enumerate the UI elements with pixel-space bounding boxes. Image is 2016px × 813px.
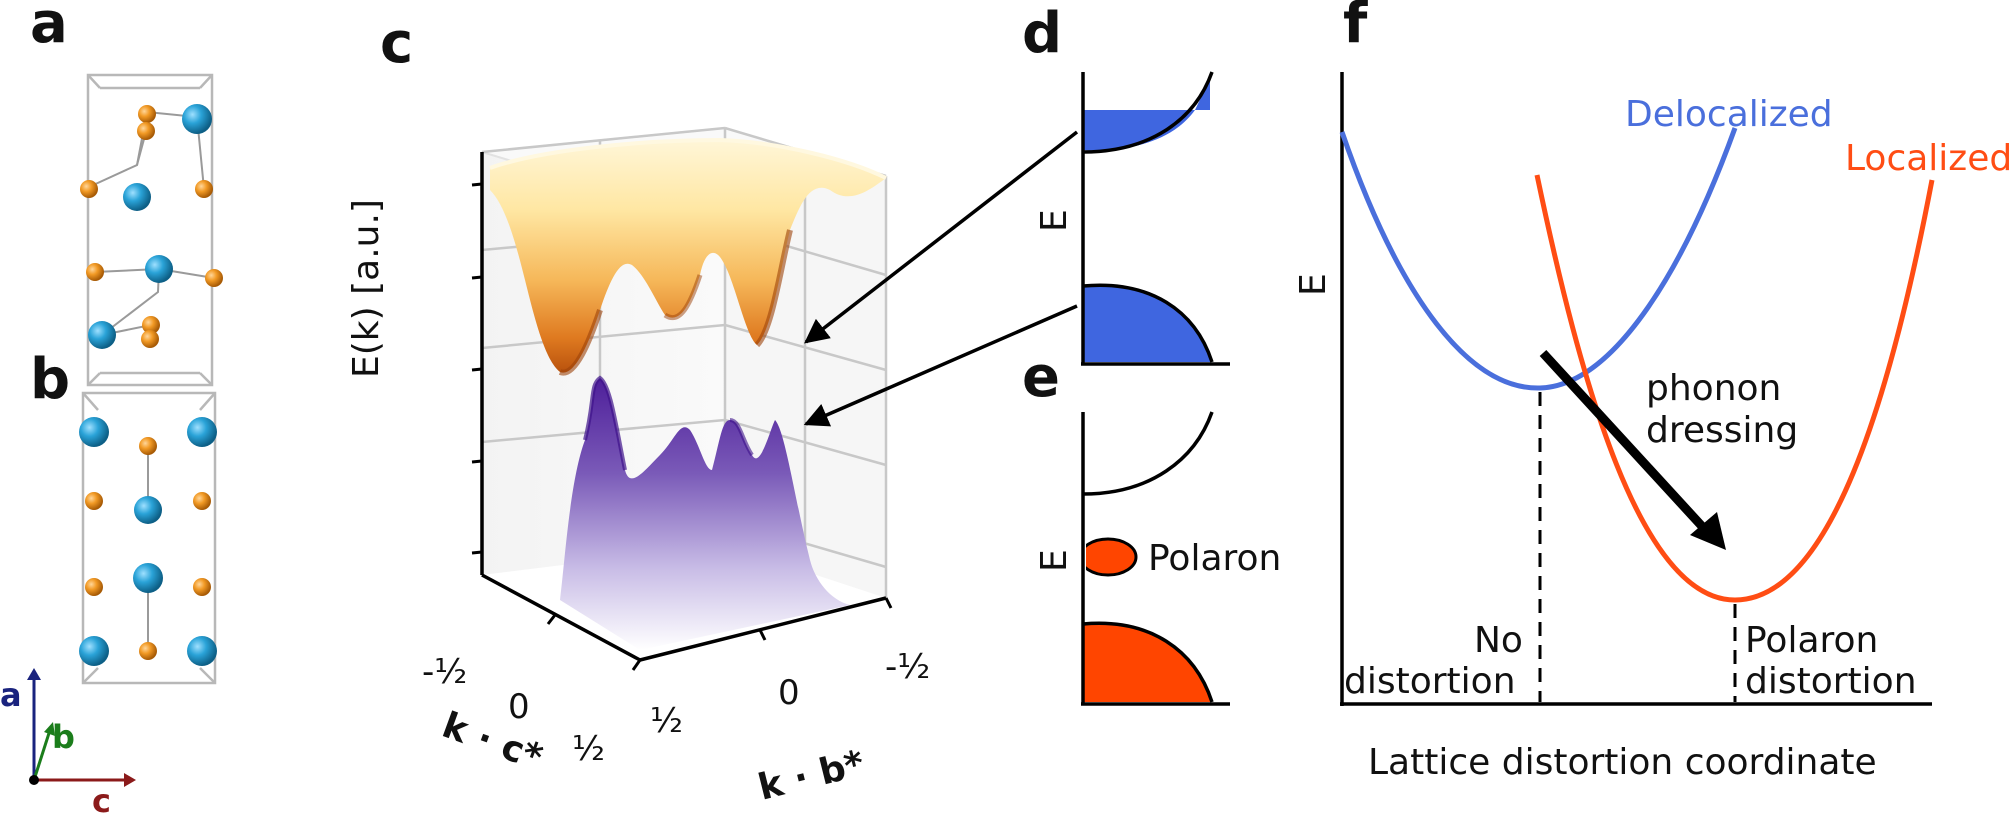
panel-f-xlabel: Lattice distortion coordinate [1368,742,1877,783]
panel-c-xtick-2: ½ [572,729,605,769]
panel-e: e Polaron E [1022,345,1281,706]
polaron-distortion-label-1: Polaron [1745,620,1878,661]
panel-letter-a: a [30,0,68,56]
polaron-distortion-label-2: distortion [1745,661,1917,702]
polaron-label: Polaron [1148,538,1281,579]
panel-d-ylabel: E [1034,209,1075,232]
localized-curve [1534,174,1935,603]
panel-c-zlabel: E(k) [a.u.] [346,199,387,378]
panel-b: b [30,347,217,685]
panel-d: d E [1022,1,1230,366]
lower-band-surface [560,375,850,650]
panel-c-ytick-1: 0 [778,673,800,713]
crystal-structure-a [80,73,223,387]
phonon-label: phonon [1646,368,1781,409]
panel-f-ylabel: E [1293,273,1334,296]
axis-label-b: b [52,718,75,756]
panel-d-conduction-fill [1083,110,1192,151]
panel-c-axes [480,152,887,662]
axis-label-c: c [92,782,111,813]
connecting-arrows [803,130,1079,427]
panel-letter-b: b [30,347,70,412]
arrow-to-lower-band [803,304,1078,427]
crystal-structure-b [79,391,217,685]
panel-c-xlabel: k · c* [437,705,548,779]
panel-c-ytick-0: ½ [650,701,683,741]
panel-letter-e: e [1022,345,1060,410]
axis-label-a: a [0,676,22,714]
panel-c-ylabel: k · b* [754,743,868,809]
panel-c-ytick-2: -½ [885,647,930,687]
polaron-state [1078,537,1138,577]
panel-d-valence-fill [1083,285,1212,362]
arrow-to-upper-band [804,130,1079,344]
localized-label: Localized [1845,138,2012,179]
phonon-dressing-arrow [1539,349,1714,539]
delocalized-label: Delocalized [1625,94,1833,135]
panel-e-ylabel: E [1034,549,1075,572]
panel-letter-d: d [1022,1,1062,66]
panel-letter-c: c [380,11,413,76]
no-distortion-label-1: No [1474,620,1523,661]
axis-b-arrow [32,729,52,781]
panel-c-xtick-0: -½ [422,652,467,692]
crystal-axes: a b c [0,668,136,813]
no-distortion-label-2: distortion [1344,661,1516,702]
panel-e-valence-fill [1083,623,1212,702]
panel-f: f E Delocalized Localized phonon dressin… [1293,0,2012,783]
dressing-label: dressing [1646,410,1798,451]
panel-a: a [30,0,223,387]
panel-c-xtick-1: 0 [508,687,530,727]
delocalized-curve [1339,127,1738,391]
panel-letter-f: f [1343,0,1368,56]
upper-band-surface [489,137,887,376]
